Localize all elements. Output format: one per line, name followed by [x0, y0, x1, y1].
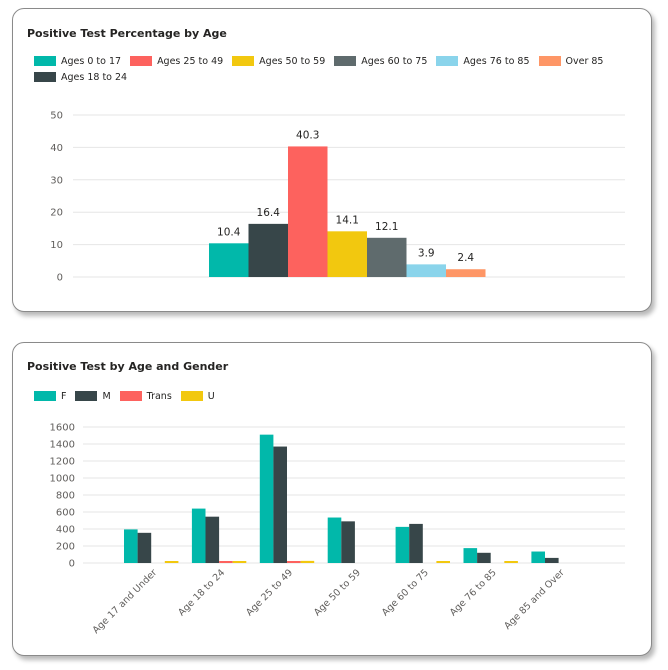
age-gender-chart-card: Positive Test by Age and Gender F M Trans U… — [12, 342, 652, 656]
data-label: 16.4 — [257, 207, 281, 219]
data-label: 10.4 — [217, 226, 241, 238]
legend-swatch — [34, 391, 56, 401]
chart-title: Positive Test by Age and Gender — [27, 360, 229, 373]
chart-legend: Ages 0 to 17 Ages 25 to 49 Ages 50 to 59 Ag… — [34, 53, 634, 85]
x-tick-label: Age 50 to 59 — [312, 567, 363, 618]
legend-swatch — [34, 72, 56, 82]
bar[interactable] — [300, 560, 315, 563]
y-tick-label: 1200 — [50, 457, 75, 468]
chart-title: Positive Test Percentage by Age — [27, 27, 227, 40]
x-tick-label: Age 18 to 24 — [176, 567, 227, 618]
legend-item[interactable]: Ages 25 to 49 — [130, 53, 223, 69]
x-tick-label: Age 25 to 49 — [244, 567, 295, 618]
legend-label: Ages 76 to 85 — [463, 55, 530, 67]
data-label: 14.1 — [336, 214, 359, 226]
legend-label: Over 85 — [565, 55, 604, 67]
y-tick-label: 40 — [50, 143, 63, 154]
legend-swatch — [34, 56, 56, 66]
y-tick-label: 50 — [50, 111, 63, 122]
bar[interactable] — [137, 532, 152, 563]
bar[interactable] — [209, 243, 249, 277]
y-tick-label: 1400 — [50, 440, 75, 451]
bar[interactable] — [504, 561, 518, 563]
gender-bar-plot: 0 200 400 600 800 1000 1200 1400 1600 Age 17 and … — [50, 423, 625, 636]
bar[interactable] — [341, 521, 355, 563]
bar[interactable] — [164, 561, 179, 563]
y-tick-label: 20 — [50, 208, 63, 219]
legend-item[interactable]: M — [75, 388, 111, 404]
x-tick-label: Age 17 and Under — [91, 567, 160, 636]
bar[interactable] — [477, 552, 491, 563]
bar[interactable] — [124, 529, 138, 563]
data-label: 40.3 — [296, 129, 319, 141]
y-tick-label: 800 — [56, 491, 75, 502]
legend-item[interactable]: Over 85 — [538, 53, 604, 69]
chart-legend: F M Trans U — [34, 388, 434, 404]
legend-item[interactable]: Ages 76 to 85 — [436, 53, 530, 69]
legend-swatch — [180, 391, 203, 401]
bar[interactable] — [248, 223, 289, 277]
legend-item[interactable]: Trans — [119, 388, 172, 404]
x-tick-label: Age 60 to 75 — [380, 567, 431, 618]
bar[interactable] — [191, 508, 206, 563]
bar[interactable] — [219, 561, 233, 563]
bar[interactable] — [409, 523, 423, 563]
bar[interactable] — [446, 269, 486, 277]
legend-label: Trans — [146, 390, 172, 402]
bar[interactable] — [205, 516, 220, 563]
bar[interactable] — [395, 526, 410, 563]
bar[interactable] — [463, 548, 478, 563]
bar[interactable] — [287, 561, 301, 563]
bar[interactable] — [327, 517, 342, 563]
bar[interactable] — [436, 561, 450, 563]
legend-item[interactable]: Ages 18 to 24 — [34, 69, 127, 85]
bar[interactable] — [259, 434, 274, 563]
y-tick-label: 400 — [56, 525, 75, 536]
legend-label: Ages 25 to 49 — [157, 55, 224, 67]
x-tick-label: Age 76 to 85 — [448, 567, 499, 618]
legend-swatch — [436, 56, 459, 66]
legend-swatch — [119, 391, 142, 401]
legend-label: Ages 60 to 75 — [361, 55, 428, 67]
data-label: 2.4 — [457, 252, 474, 264]
legend-swatch — [130, 56, 153, 66]
percentage-bar-plot: 0 10 20 30 40 50 10.4 16.4 40.3 14.1 12.1 3.9 2.4 — [50, 111, 625, 284]
legend-swatch — [75, 391, 98, 401]
bar[interactable] — [273, 446, 287, 563]
legend-item[interactable]: U — [180, 388, 215, 404]
legend-label: Ages 18 to 24 — [61, 71, 128, 83]
bar[interactable] — [232, 561, 247, 563]
y-tick-label: 30 — [50, 175, 63, 186]
legend-swatch — [538, 56, 561, 66]
legend-label: Ages 50 to 59 — [259, 55, 326, 67]
age-percentage-chart-card: Positive Test Percentage by Age Ages 0 t… — [12, 8, 652, 312]
data-label: 3.9 — [418, 247, 435, 259]
bar[interactable] — [288, 146, 328, 277]
bar[interactable] — [531, 551, 545, 563]
legend-item[interactable]: Ages 0 to 17 — [34, 53, 121, 69]
legend-item[interactable]: F — [34, 388, 66, 404]
legend-swatch — [232, 56, 255, 66]
bar[interactable] — [367, 237, 407, 277]
legend-label: Ages 0 to 17 — [61, 55, 122, 67]
y-tick-label: 0 — [69, 559, 75, 570]
bar[interactable] — [406, 264, 447, 277]
legend-label: U — [207, 390, 215, 402]
legend-swatch — [334, 56, 357, 66]
y-tick-label: 200 — [56, 542, 75, 553]
legend-item[interactable]: Ages 50 to 59 — [232, 53, 325, 69]
bar[interactable] — [545, 557, 559, 563]
legend-item[interactable]: Ages 60 to 75 — [334, 53, 427, 69]
y-tick-label: 600 — [56, 508, 75, 519]
y-tick-label: 0 — [57, 273, 63, 284]
x-tick-label: Age 85 and Over — [502, 567, 567, 632]
bar[interactable] — [327, 231, 368, 277]
y-tick-label: 1000 — [50, 474, 75, 485]
y-tick-label: 1600 — [50, 423, 75, 434]
legend-label: M — [102, 390, 111, 402]
data-label: 12.1 — [375, 221, 398, 233]
legend-label: F — [61, 390, 67, 402]
y-tick-label: 10 — [50, 240, 63, 251]
